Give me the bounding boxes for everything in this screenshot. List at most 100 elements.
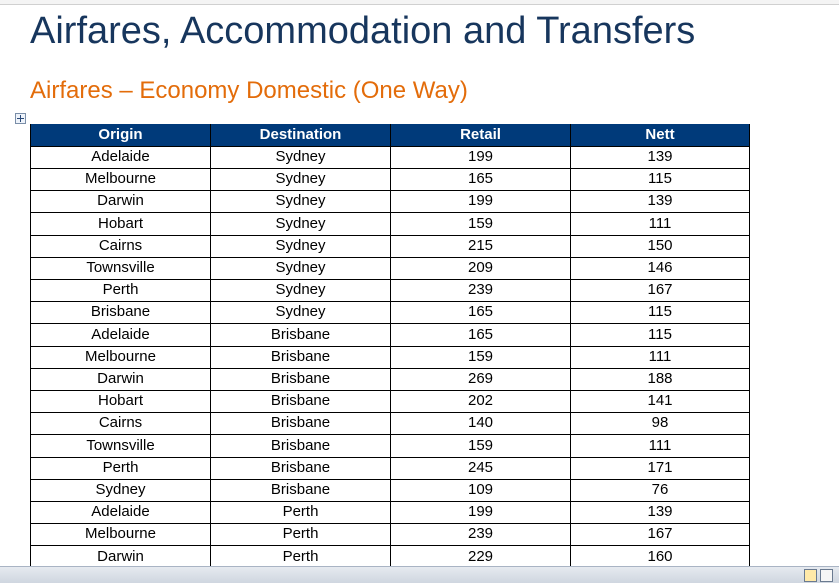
header-cell: Nett [570,124,750,146]
table-cell: Sydney [30,479,210,501]
table-cell: Perth [210,523,390,546]
table-cell: Brisbane [210,345,390,368]
table-cell: Sydney [210,212,390,235]
table-cell: 165 [390,168,570,191]
table-cell: 141 [570,390,750,413]
table-cell: Townsville [30,257,210,279]
table-cell: Sydney [210,146,390,168]
full-screen-button[interactable] [820,569,833,582]
header-cell: Destination [210,124,390,146]
table-row: Darwin Sydney 199 139 [30,190,750,214]
table-cell: 167 [570,523,750,546]
table-cell: 160 [570,545,750,566]
table-row: Darwin Brisbane 269 188 [30,368,750,391]
table-header-row: Origin Destination Retail Nett [30,124,750,147]
table-cell: Adelaide [30,146,210,168]
table-cell: 98 [570,412,750,435]
table-cell: Adelaide [30,501,210,524]
table-row: Hobart Brisbane 202 141 [30,390,750,414]
table-cell: 159 [390,345,570,368]
header-cell: Retail [390,124,570,146]
table-cell: 165 [390,301,570,324]
table-row: Brisbane Sydney 165 115 [30,301,750,325]
table-cell: Melbourne [30,168,210,191]
table-cell: 115 [570,168,750,191]
table-cell: 209 [390,257,570,279]
table-cell: Brisbane [210,412,390,435]
table-cell: Townsville [30,434,210,457]
table-row: Townsville Brisbane 159 111 [30,434,750,458]
table-cell: Brisbane [210,479,390,501]
table-cell: Hobart [30,390,210,413]
table-cell: Sydney [210,301,390,324]
table-cell: Brisbane [210,323,390,346]
table-cell: Perth [210,501,390,524]
table-cell: 146 [570,257,750,279]
table-cell: 199 [390,146,570,168]
table-cell: 215 [390,234,570,257]
table-cell: 245 [390,456,570,479]
table-cell: 140 [390,412,570,435]
table-cell: Cairns [30,234,210,257]
table-cell: 139 [570,146,750,168]
status-bar [0,566,839,583]
table-cell: 188 [570,368,750,390]
table-cell: 111 [570,345,750,368]
table-row: Cairns Sydney 215 150 [30,234,750,258]
table-cell: Brisbane [210,434,390,457]
table-cell: 159 [390,212,570,235]
print-layout-button[interactable] [804,569,817,582]
table-cell: Perth [30,279,210,302]
table-cell: Perth [210,545,390,566]
table-cell: 239 [390,523,570,546]
table-cell: 239 [390,279,570,302]
table-cell: Sydney [210,234,390,257]
table-cell: 111 [570,434,750,457]
table-cell: 199 [390,501,570,524]
table-cell: Darwin [30,190,210,213]
table-row: Melbourne Brisbane 159 111 [30,345,750,369]
table-row: Perth Brisbane 245 171 [30,456,750,480]
table-cell: Perth [30,456,210,479]
table-cell: 167 [570,279,750,302]
table-cell: Sydney [210,168,390,191]
table-cell: Sydney [210,190,390,213]
table-cell: 150 [570,234,750,257]
table-cell: 199 [390,190,570,213]
table-cell: Cairns [30,412,210,435]
table-row: Adelaide Perth 199 139 [30,501,750,525]
table-cell: 111 [570,212,750,235]
table-row: Adelaide Brisbane 165 115 [30,323,750,347]
table-cell: Sydney [210,279,390,302]
table-cell: 202 [390,390,570,413]
table-row: Melbourne Perth 239 167 [30,523,750,547]
page-edge [0,0,839,5]
table-cell: Sydney [210,257,390,279]
table-cell: Brisbane [210,456,390,479]
table-cell: 229 [390,545,570,566]
table-cell: Brisbane [210,368,390,390]
table-cell: Hobart [30,212,210,235]
table-row: Townsville Sydney 209 146 [30,257,750,280]
document-title: Airfares, Accommodation and Transfers [30,10,696,52]
table-row: Darwin Perth 229 160 [30,545,750,566]
fares-table: Origin Destination Retail Nett Adelaide Sydne… [30,124,751,566]
table-cell: 269 [390,368,570,390]
table-cell: Brisbane [30,301,210,324]
table-cell: 109 [390,479,570,501]
table-cell: Darwin [30,545,210,566]
section-heading: Airfares – Economy Domestic (One Way) [30,77,468,104]
table-cell: 139 [570,190,750,213]
table-row: Adelaide Sydney 199 139 [30,146,750,169]
table-row: Hobart Sydney 159 111 [30,212,750,236]
table-row: Perth Sydney 239 167 [30,279,750,303]
table-cell: 139 [570,501,750,524]
table-move-handle[interactable] [15,113,26,124]
table-cell: Adelaide [30,323,210,346]
table-cell: 115 [570,301,750,324]
table-cell: 165 [390,323,570,346]
table-row: Melbourne Sydney 165 115 [30,168,750,192]
table-cell: Melbourne [30,523,210,546]
table-cell: Brisbane [210,390,390,413]
